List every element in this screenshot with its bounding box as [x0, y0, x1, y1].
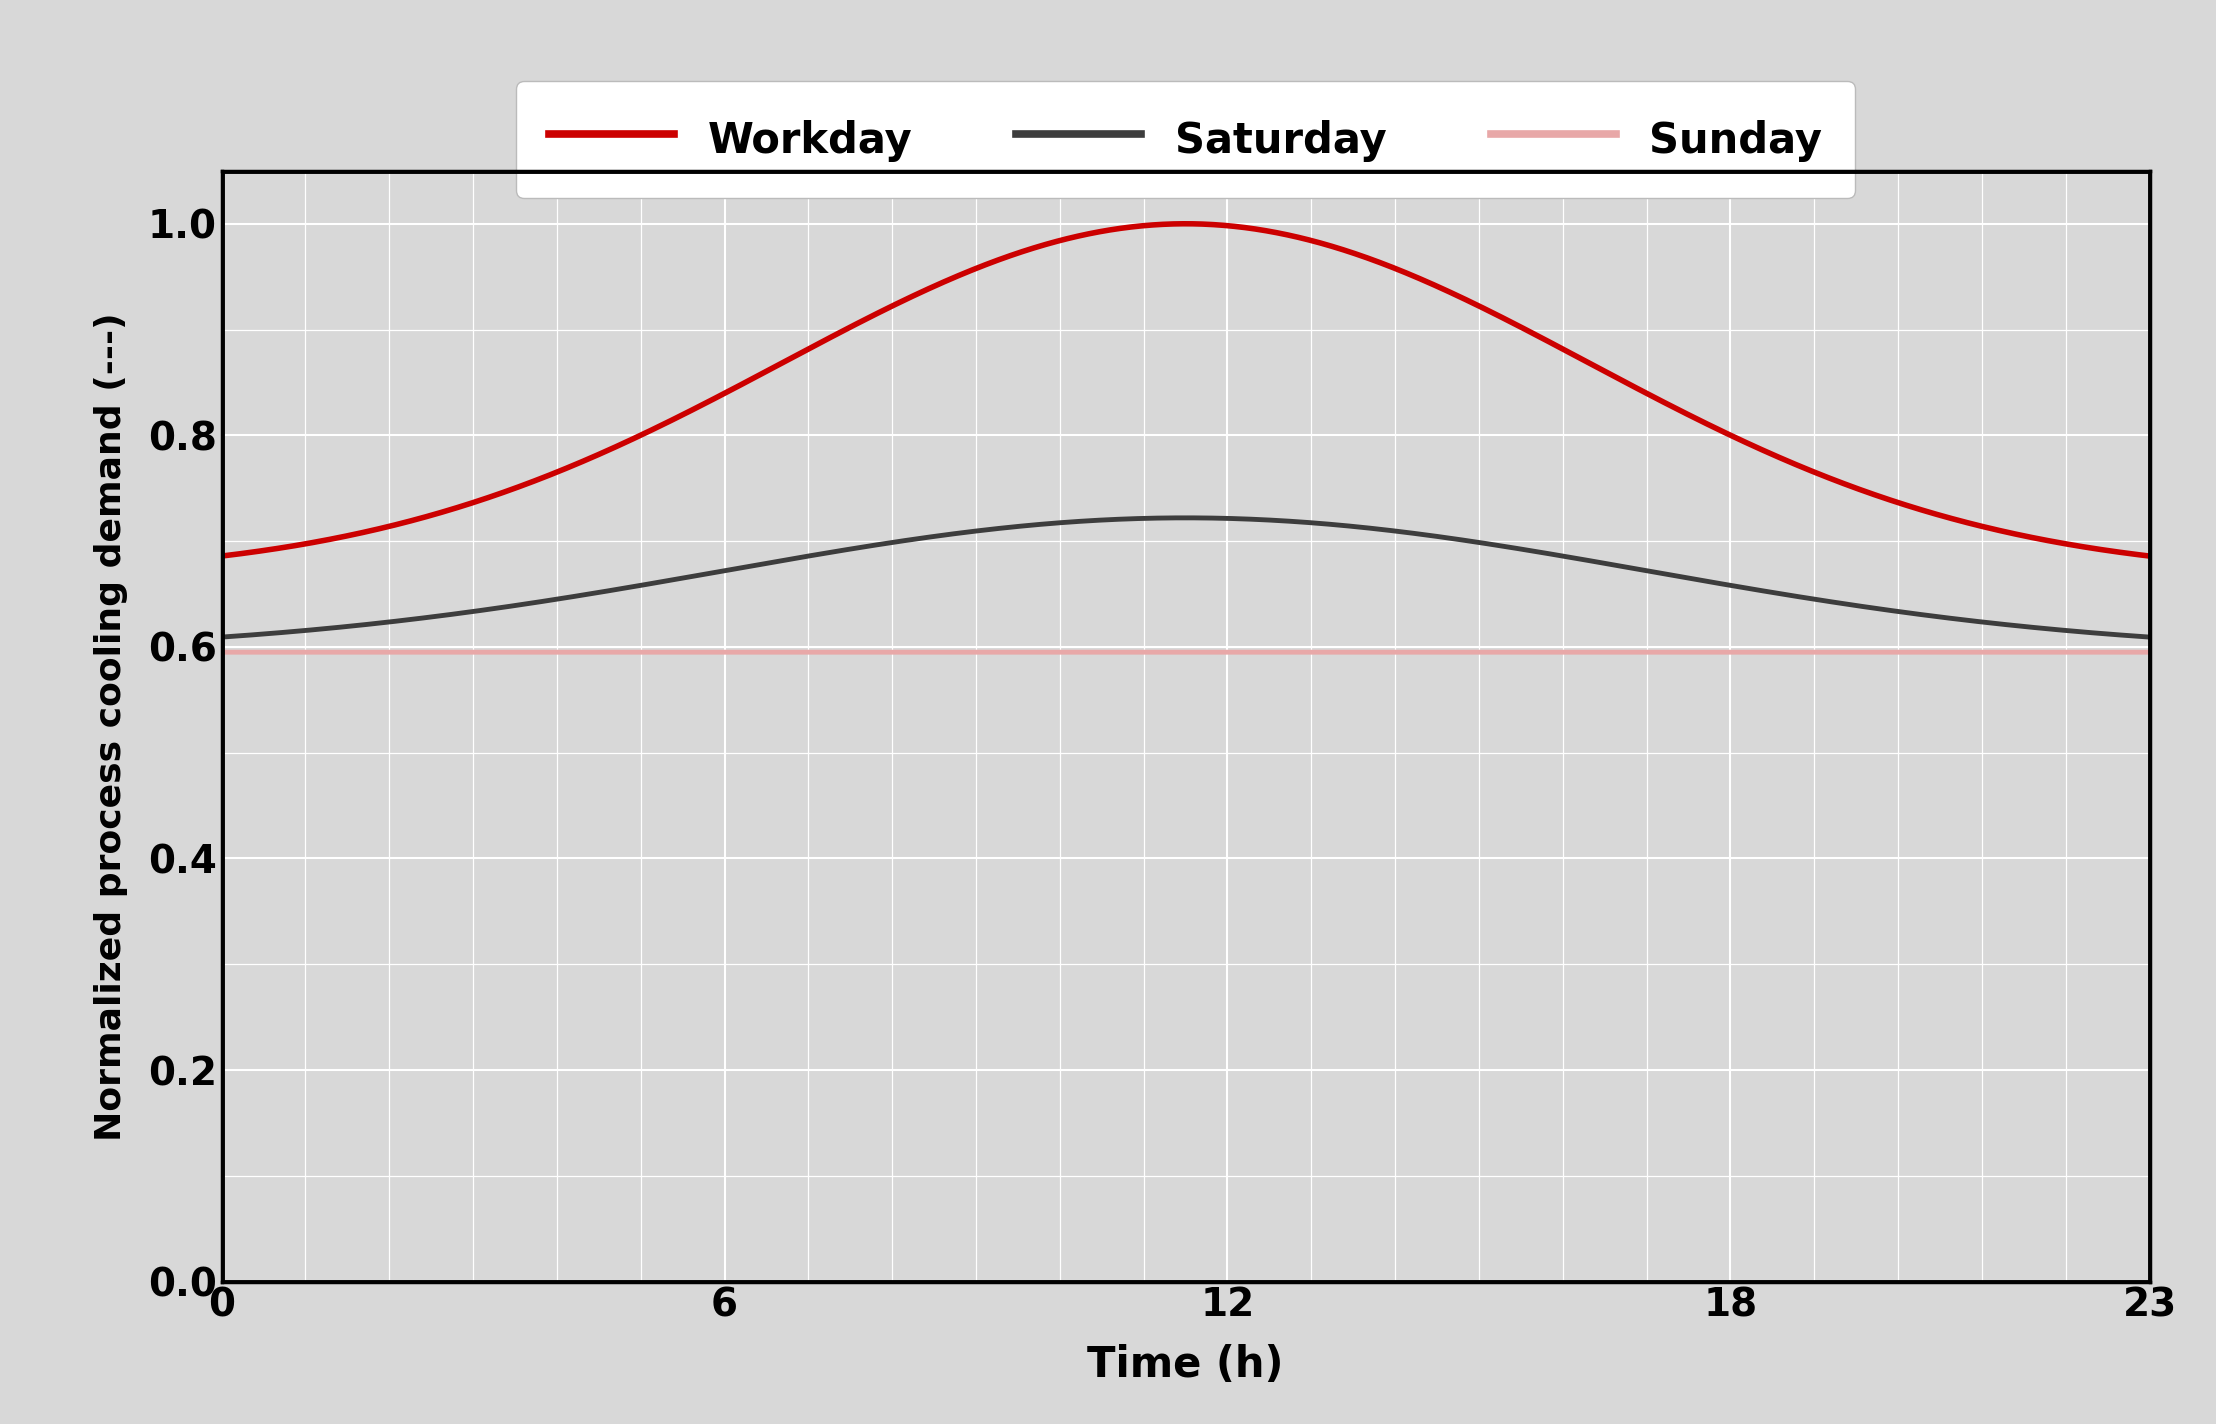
Legend: Workday, Saturday, Sunday: Workday, Saturday, Sunday	[516, 81, 1855, 198]
Y-axis label: Normalized process cooling demand (---): Normalized process cooling demand (---)	[95, 312, 129, 1141]
X-axis label: Time (h): Time (h)	[1088, 1344, 1283, 1386]
